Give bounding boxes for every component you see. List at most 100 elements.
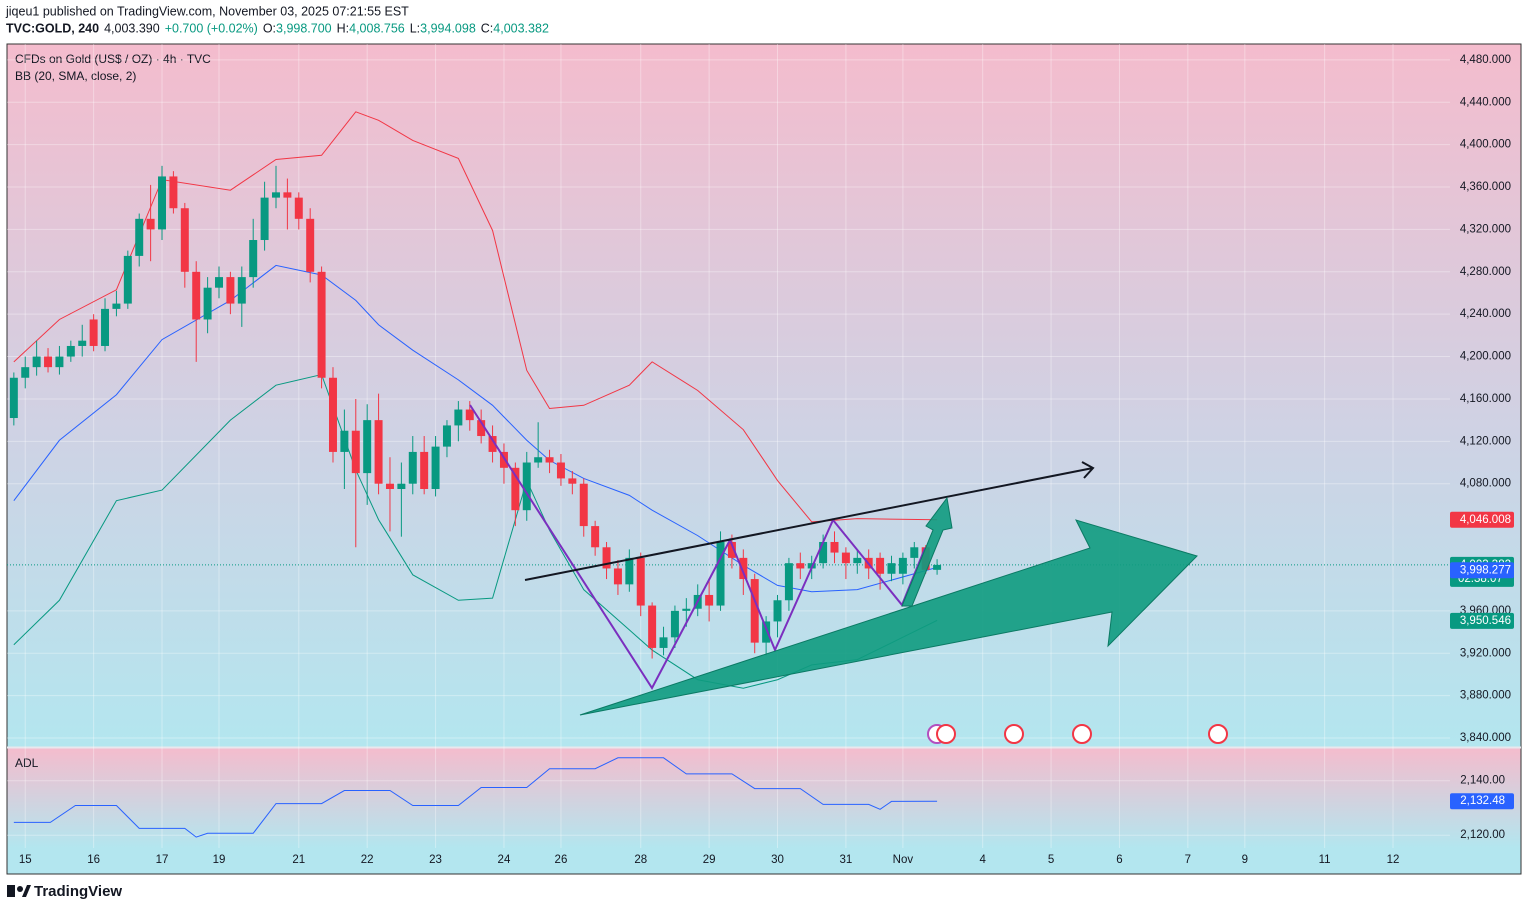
candle-body	[363, 420, 372, 474]
y-tick-label: 4,200.000	[1460, 351, 1511, 363]
candle-body	[773, 600, 782, 622]
candle-body	[488, 436, 497, 452]
x-tick-label: 31	[840, 854, 853, 866]
quote-c-key: C:	[481, 21, 494, 35]
candle-body	[739, 557, 748, 580]
y-tick-label: 4,160.000	[1460, 393, 1511, 405]
candle-body	[21, 367, 30, 378]
band-line	[13, 111, 938, 523]
candle-body	[442, 425, 451, 447]
candle-body	[66, 345, 75, 357]
candle-body	[146, 218, 155, 230]
quote-line: TVC:GOLD, 240 4,003.390 +0.700 (+0.02%) O: 3…	[6, 21, 549, 35]
x-tick-label: 29	[703, 854, 716, 866]
candle-body	[750, 579, 759, 643]
candle-body	[887, 563, 896, 574]
candle-body	[522, 462, 531, 511]
small-arrow	[901, 496, 953, 607]
candle-body	[89, 319, 98, 346]
y-tick-label: 3,920.000	[1460, 647, 1511, 659]
candle-body	[648, 605, 657, 648]
candle-body	[556, 462, 565, 479]
x-tick-label: 22	[361, 854, 374, 866]
candle-body	[659, 637, 668, 648]
price-label-box	[1450, 562, 1514, 579]
price-label: 3,998.277	[1460, 564, 1511, 576]
candle-body	[511, 467, 520, 511]
logo	[7, 885, 31, 897]
x-tick-label: 26	[555, 854, 568, 866]
candle-body	[55, 356, 64, 368]
candle-body	[44, 356, 53, 368]
y-tick-label: 4,360.000	[1460, 181, 1511, 193]
candle-body	[158, 176, 167, 230]
x-tick-label: 15	[19, 854, 32, 866]
price-label-box	[1450, 511, 1514, 528]
y-tick-label: 4,440.000	[1460, 96, 1511, 108]
y-tick-label: 4,120.000	[1460, 435, 1511, 447]
candle-body	[853, 557, 862, 564]
candle-body	[682, 608, 691, 611]
candle-body	[351, 430, 360, 474]
candle-body	[408, 451, 417, 484]
candle-body	[465, 409, 474, 421]
candle-body	[135, 218, 144, 256]
y-tick-label: 4,080.000	[1460, 478, 1511, 490]
adl-title: ADL	[15, 756, 39, 770]
candle-body	[180, 208, 189, 272]
x-tick-label: 24	[498, 854, 511, 866]
quote-o: 3,998.700	[276, 21, 332, 35]
x-tick-label: 16	[87, 854, 100, 866]
candle-body	[123, 255, 132, 304]
candle-body	[328, 377, 337, 452]
x-tick-label: 11	[1319, 854, 1331, 866]
candle-body	[226, 277, 235, 304]
candle-body	[716, 541, 725, 606]
trend-arrowhead	[1081, 461, 1095, 479]
candle-body	[192, 271, 201, 320]
candle-body	[499, 451, 508, 468]
y2-tick-label: 2,140.00	[1460, 775, 1505, 787]
candle-body	[534, 457, 543, 463]
candle-body	[613, 568, 622, 585]
candle-body	[477, 420, 486, 437]
x-tick-label: 21	[292, 854, 305, 866]
candle-body	[397, 483, 406, 490]
quote-o-key: O:	[263, 21, 276, 35]
price-label: 3,950.546	[1460, 615, 1511, 627]
candle-body	[841, 552, 850, 564]
x-tick-label: 30	[771, 854, 784, 866]
candle-body	[579, 483, 588, 527]
candle-body	[237, 277, 246, 304]
footer-logo-text: TradingView	[34, 883, 122, 900]
y-tick-label: 4,320.000	[1460, 223, 1511, 235]
candle-body	[32, 356, 41, 368]
candle-body	[431, 446, 440, 490]
candle-body	[294, 197, 303, 219]
y-tick-label: 3,840.000	[1460, 732, 1511, 744]
drawings	[469, 404, 1228, 744]
candle-body	[249, 240, 258, 278]
quote-l-key: L:	[410, 21, 420, 35]
y-tick-label: 4,400.000	[1460, 139, 1511, 151]
candle-body	[819, 541, 828, 564]
y-tick-label: 3,880.000	[1460, 690, 1511, 702]
last-value-label: 2,132.48	[1460, 795, 1505, 807]
candle-body	[830, 541, 839, 553]
candle-body	[796, 563, 805, 569]
candle-body	[340, 430, 349, 452]
candle-body	[910, 547, 919, 558]
candle-body	[101, 308, 110, 346]
publisher: jiqeu1 published on TradingView.com, Nov…	[5, 4, 409, 18]
quote-symbol: TVC:GOLD, 240	[6, 21, 99, 35]
candle-body	[602, 547, 611, 569]
y-tick-label: 4,280.000	[1460, 266, 1511, 278]
candle-body	[317, 271, 326, 378]
adl-pane	[7, 748, 1521, 848]
x-tick-label: 7	[1185, 854, 1191, 866]
y2-tick-label: 2,120.00	[1460, 829, 1505, 841]
y-tick-label: 4,240.000	[1460, 308, 1511, 320]
adl-line	[13, 757, 938, 838]
candle-body	[169, 176, 178, 209]
